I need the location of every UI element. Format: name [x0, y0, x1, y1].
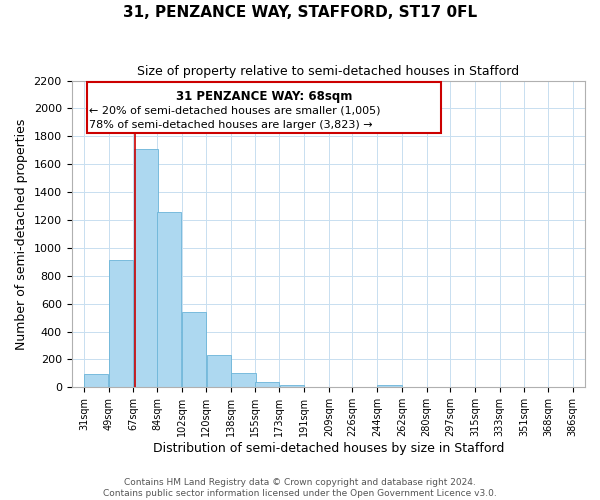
X-axis label: Distribution of semi-detached houses by size in Stafford: Distribution of semi-detached houses by … — [152, 442, 504, 455]
Title: Size of property relative to semi-detached houses in Stafford: Size of property relative to semi-detach… — [137, 65, 520, 78]
Bar — [280, 384, 304, 388]
Bar — [182, 312, 206, 388]
Text: 78% of semi-detached houses are larger (3,823) →: 78% of semi-detached houses are larger (… — [89, 120, 373, 130]
Bar — [206, 354, 231, 388]
Bar — [84, 374, 109, 388]
Bar — [134, 149, 158, 388]
Text: ← 20% of semi-detached houses are smaller (1,005): ← 20% of semi-detached houses are smalle… — [89, 105, 381, 115]
Y-axis label: Number of semi-detached properties: Number of semi-detached properties — [15, 118, 28, 350]
Bar — [157, 212, 181, 388]
Text: Contains HM Land Registry data © Crown copyright and database right 2024.
Contai: Contains HM Land Registry data © Crown c… — [103, 478, 497, 498]
Text: 31 PENZANCE WAY: 68sqm: 31 PENZANCE WAY: 68sqm — [176, 90, 352, 103]
Bar — [377, 384, 402, 388]
Text: 31, PENZANCE WAY, STAFFORD, ST17 0FL: 31, PENZANCE WAY, STAFFORD, ST17 0FL — [123, 5, 477, 20]
Bar — [109, 260, 133, 388]
Bar — [255, 382, 279, 388]
Bar — [232, 372, 256, 388]
FancyBboxPatch shape — [87, 82, 441, 132]
